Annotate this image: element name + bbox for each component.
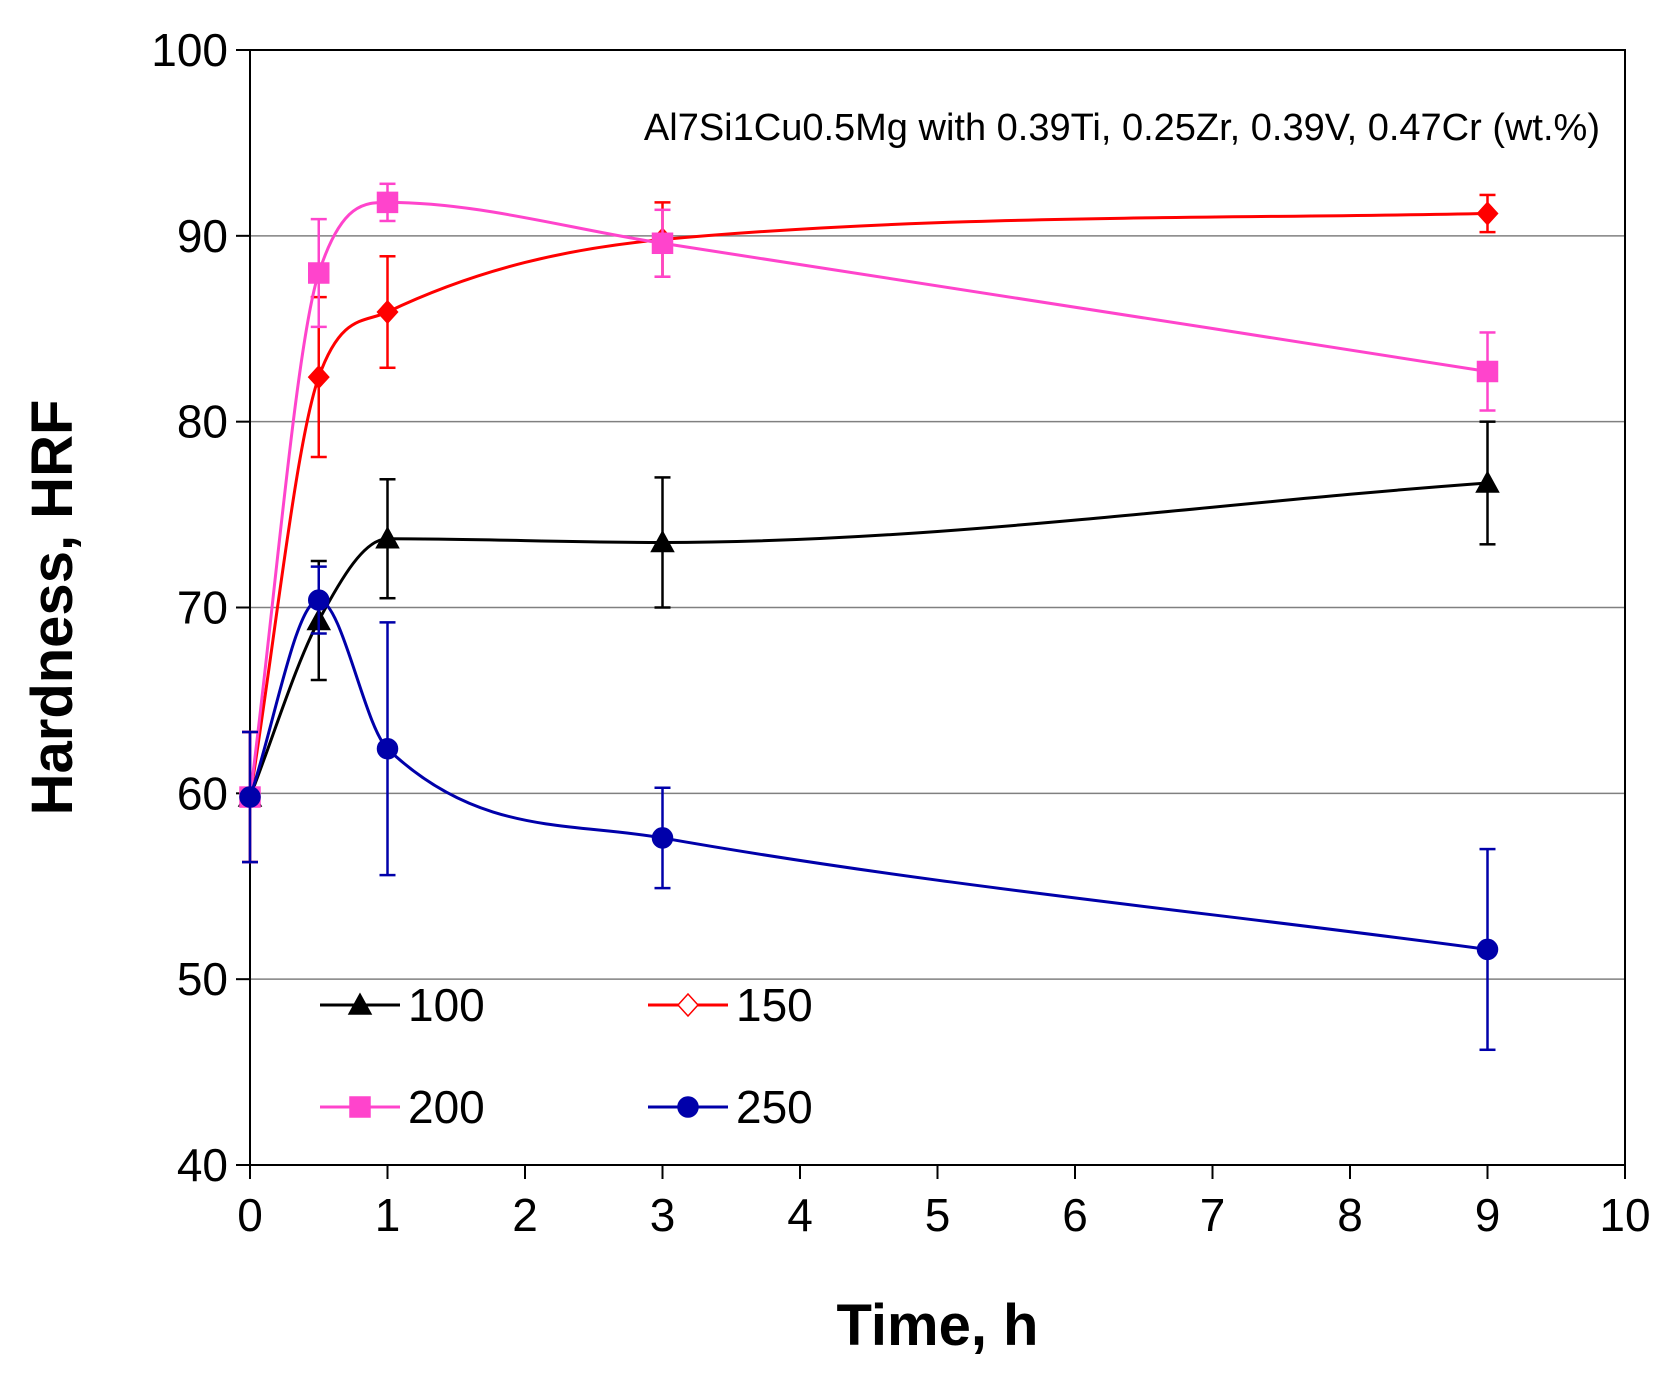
x-tick-label: 8 [1337, 1189, 1363, 1241]
data-point-200 [376, 191, 399, 214]
series-line-150 [248, 212, 1488, 798]
legend-label: 100 [408, 979, 485, 1031]
y-tick-label: 100 [151, 24, 228, 76]
legend-marker [349, 1096, 371, 1118]
legend-label: 250 [736, 1081, 813, 1133]
data-point-150 [1476, 201, 1499, 226]
series-250 [239, 565, 1499, 1052]
x-tick-label: 10 [1599, 1189, 1650, 1241]
data-point-250 [308, 589, 330, 611]
y-tick-label: 90 [177, 210, 228, 262]
x-tick-label: 6 [1062, 1189, 1088, 1241]
x-axis-title: Time, h [837, 1293, 1039, 1358]
y-axis-title: Hardness, HRF [20, 400, 85, 816]
x-tick-label: 1 [375, 1189, 401, 1241]
series-100 [237, 420, 1500, 864]
y-tick-label: 60 [177, 767, 228, 819]
data-point-200 [1476, 360, 1499, 383]
data-point-200 [308, 262, 330, 284]
data-point-250 [376, 737, 399, 760]
data-point-250 [1476, 938, 1499, 961]
x-tick-label: 9 [1475, 1189, 1501, 1241]
x-tick-label: 7 [1200, 1189, 1226, 1241]
legend-label: 200 [408, 1081, 485, 1133]
legend-item-250: 250 [648, 1081, 813, 1133]
series-150 [238, 193, 1499, 864]
legend: 100 150 200 250 [320, 979, 813, 1133]
legend-marker [676, 992, 700, 1018]
series-line-250 [248, 598, 1488, 951]
axes: 40 50 60 70 80 90 100 0 1 2 3 4 5 6 7 8 9 10 [151, 24, 1650, 1241]
data-point-100 [375, 526, 400, 549]
legend-item-100: 100 [320, 979, 485, 1031]
x-tick-label: 2 [512, 1189, 538, 1241]
data-point-150 [376, 299, 399, 325]
series-line-100 [248, 481, 1488, 798]
legend-marker [347, 992, 373, 1015]
y-tick-label: 70 [177, 582, 228, 634]
x-tick-label: 3 [650, 1189, 676, 1241]
x-tick-label: 4 [787, 1189, 813, 1241]
y-tick-label: 50 [177, 953, 228, 1005]
x-tick-label: 5 [925, 1189, 951, 1241]
data-point-200 [651, 232, 674, 255]
legend-label: 150 [736, 979, 813, 1031]
legend-marker [677, 1096, 699, 1118]
series-line-200 [248, 200, 1488, 798]
data-point-250 [239, 786, 261, 808]
data-point-250 [651, 827, 674, 849]
y-tick-label: 80 [177, 396, 228, 448]
legend-item-200: 200 [320, 1081, 485, 1133]
y-tick-label: 40 [177, 1139, 228, 1191]
series-group [237, 182, 1500, 1052]
gridlines [250, 235, 1625, 980]
data-point-150 [307, 364, 330, 390]
legend-item-150: 150 [648, 979, 813, 1031]
data-point-100 [650, 529, 675, 553]
series-200 [239, 182, 1499, 864]
data-point-100 [1475, 470, 1500, 493]
chart-annotation: Al7Si1Cu0.5Mg with 0.39Ti, 0.25Zr, 0.39V… [644, 107, 1600, 149]
x-tick-label: 0 [237, 1189, 263, 1241]
